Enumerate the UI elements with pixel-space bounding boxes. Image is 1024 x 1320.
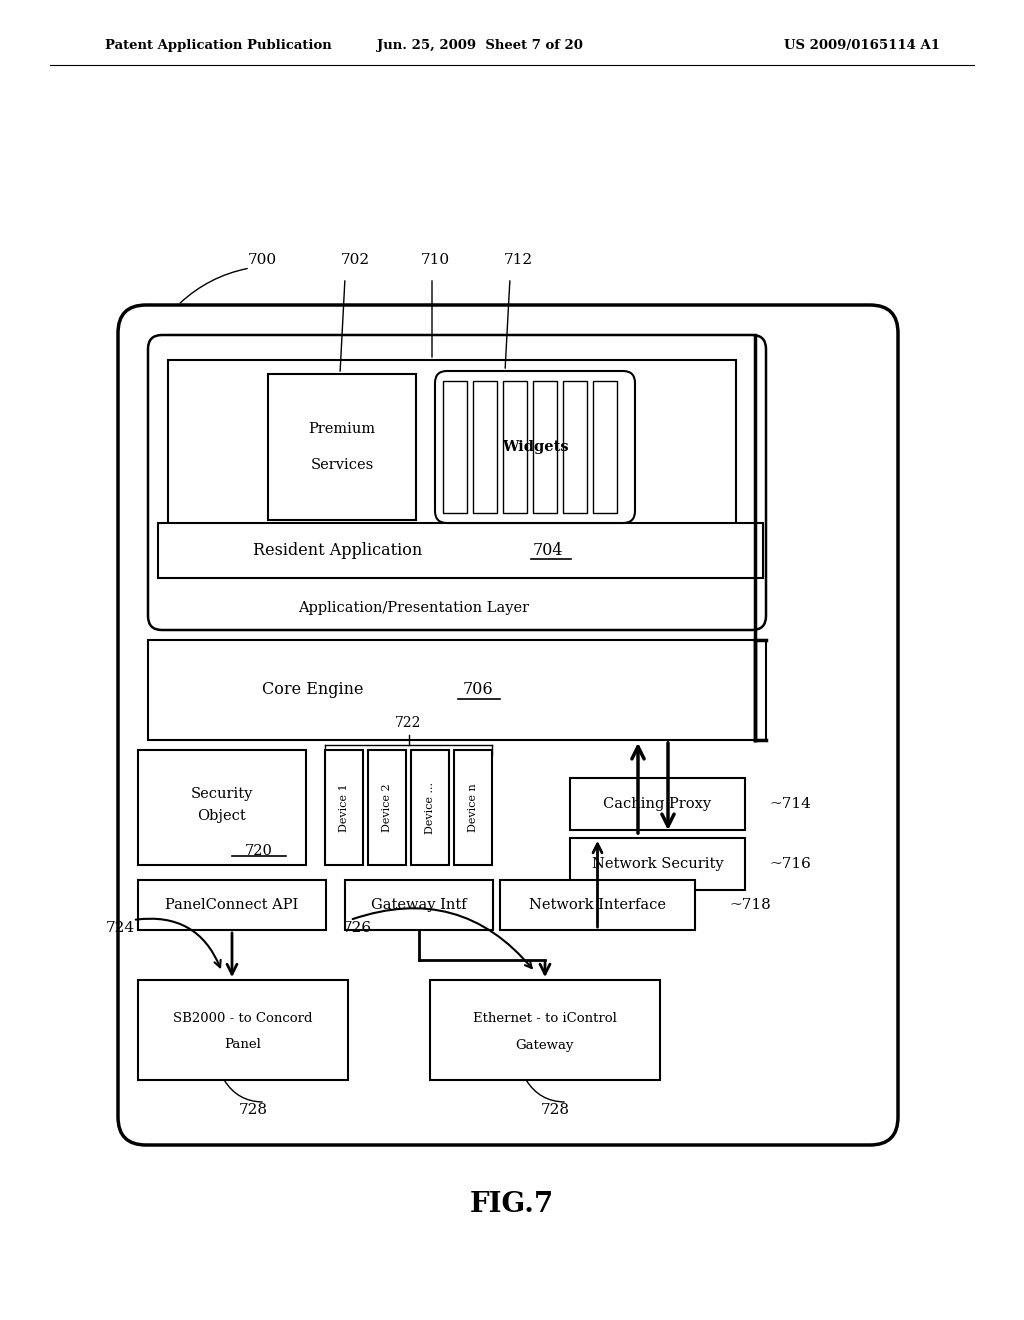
- Bar: [325, 750, 362, 865]
- Text: 706: 706: [463, 681, 494, 698]
- Text: 710: 710: [421, 253, 450, 267]
- Text: SB2000 - to Concord: SB2000 - to Concord: [173, 1011, 312, 1024]
- Text: Gateway: Gateway: [516, 1039, 574, 1052]
- Bar: [158, 523, 763, 578]
- Text: Gateway Intf: Gateway Intf: [371, 898, 467, 912]
- Bar: [430, 979, 660, 1080]
- Text: Device 2: Device 2: [382, 783, 392, 832]
- Text: PanelConnect API: PanelConnect API: [165, 898, 299, 912]
- Bar: [138, 880, 326, 931]
- Text: 712: 712: [504, 253, 532, 267]
- Bar: [443, 381, 467, 513]
- Bar: [593, 381, 617, 513]
- Text: Patent Application Publication: Patent Application Publication: [105, 38, 332, 51]
- Bar: [168, 360, 736, 531]
- Text: Services: Services: [310, 458, 374, 471]
- Text: ~716: ~716: [769, 857, 811, 871]
- Text: Panel: Panel: [224, 1039, 261, 1052]
- Text: ~718: ~718: [729, 898, 771, 912]
- Bar: [500, 880, 695, 931]
- Bar: [148, 640, 766, 741]
- Text: 728: 728: [541, 1104, 569, 1117]
- Text: Ethernet - to iControl: Ethernet - to iControl: [473, 1011, 616, 1024]
- Text: 722: 722: [395, 715, 422, 730]
- FancyBboxPatch shape: [148, 335, 766, 630]
- Text: Network Security: Network Security: [592, 857, 723, 871]
- FancyBboxPatch shape: [435, 371, 635, 523]
- FancyBboxPatch shape: [118, 305, 898, 1144]
- Bar: [473, 381, 497, 513]
- Text: Application/Presentation Layer: Application/Presentation Layer: [298, 601, 529, 615]
- Text: US 2009/0165114 A1: US 2009/0165114 A1: [784, 38, 940, 51]
- Bar: [563, 381, 587, 513]
- Text: 724: 724: [105, 921, 134, 935]
- Text: Widgets: Widgets: [502, 440, 568, 454]
- Text: Device 1: Device 1: [339, 783, 349, 832]
- Text: Jun. 25, 2009  Sheet 7 of 20: Jun. 25, 2009 Sheet 7 of 20: [377, 38, 583, 51]
- Text: Resident Application: Resident Application: [253, 543, 423, 558]
- Text: Device ...: Device ...: [425, 781, 435, 833]
- Text: 704: 704: [532, 543, 563, 558]
- Text: 700: 700: [248, 253, 276, 267]
- Text: FIG.7: FIG.7: [470, 1192, 554, 1218]
- Text: Core Engine: Core Engine: [262, 681, 364, 698]
- Bar: [345, 880, 493, 931]
- Bar: [368, 750, 406, 865]
- Text: 720: 720: [245, 843, 273, 858]
- Bar: [454, 750, 492, 865]
- Text: Caching Proxy: Caching Proxy: [603, 797, 712, 810]
- Text: 726: 726: [342, 921, 372, 935]
- Bar: [534, 381, 557, 513]
- Bar: [570, 777, 745, 830]
- Text: Network Interface: Network Interface: [529, 898, 666, 912]
- Bar: [503, 381, 527, 513]
- Text: 702: 702: [340, 253, 370, 267]
- Bar: [411, 750, 449, 865]
- Bar: [138, 750, 306, 865]
- Text: Security: Security: [190, 787, 253, 801]
- Bar: [570, 838, 745, 890]
- Text: ~714: ~714: [769, 797, 811, 810]
- Bar: [268, 374, 416, 520]
- Text: Device n: Device n: [468, 783, 478, 832]
- Text: Premium: Premium: [308, 422, 376, 437]
- Text: Object: Object: [198, 809, 247, 822]
- Text: 728: 728: [239, 1104, 267, 1117]
- Bar: [138, 979, 348, 1080]
